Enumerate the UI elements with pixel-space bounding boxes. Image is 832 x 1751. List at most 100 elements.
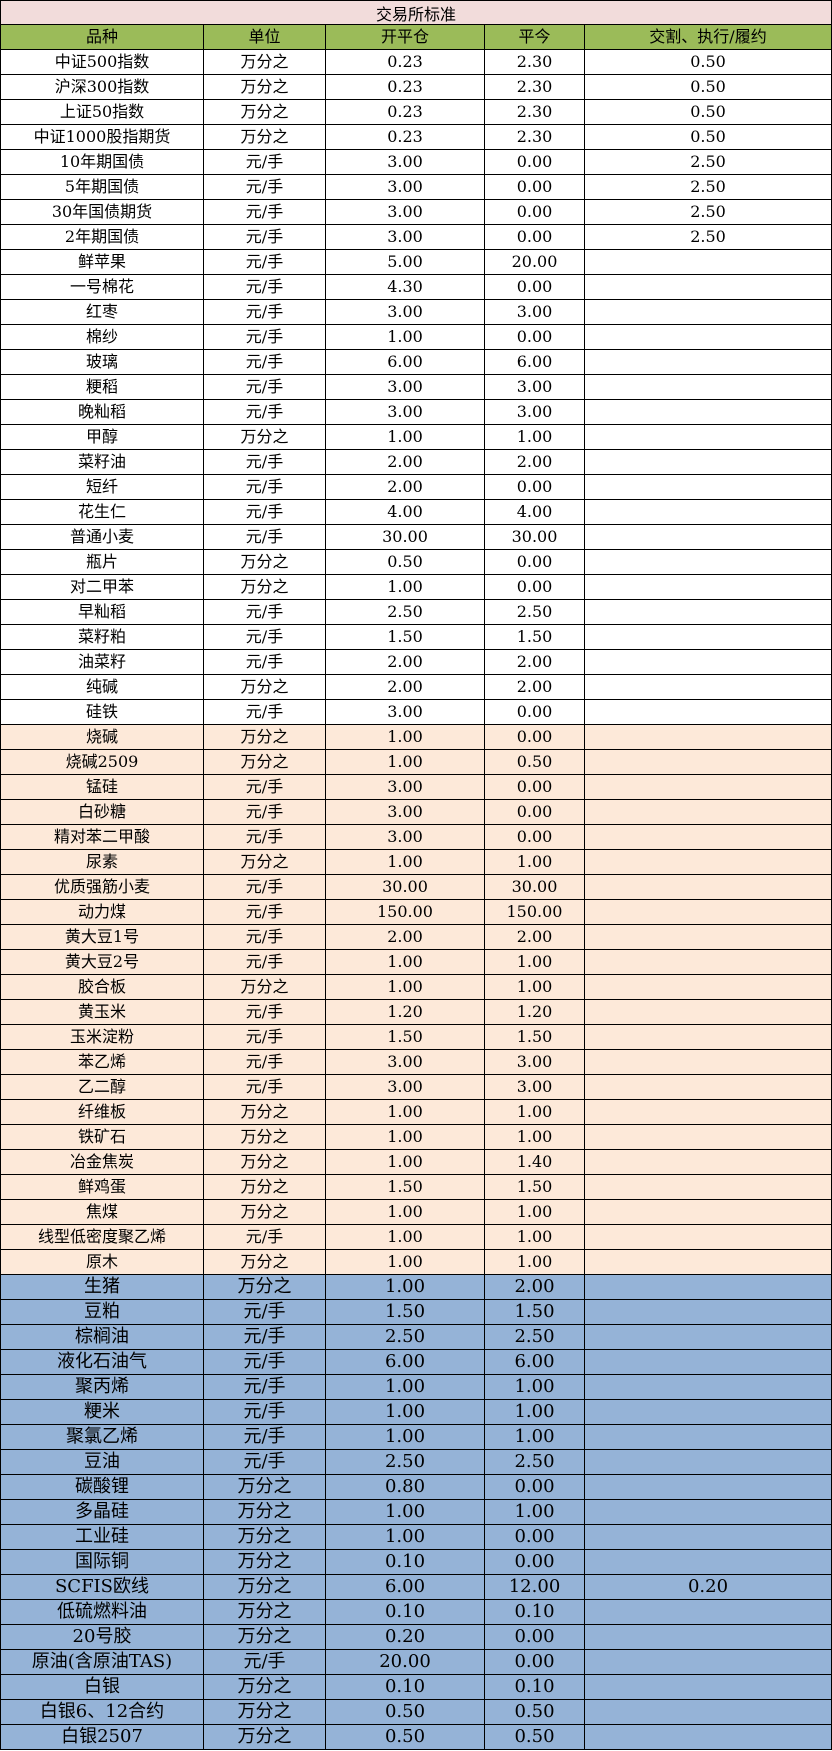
variety-cell: 早籼稻	[1, 600, 204, 624]
unit-cell: 万分之	[204, 75, 326, 99]
variety-cell: 5年期国债	[1, 175, 204, 199]
table-row: 2年期国债 元/手 3.00 0.00 2.50	[1, 225, 832, 250]
close-today-fee-cell: 1.00	[485, 425, 585, 449]
close-today-fee-cell: 2.50	[485, 600, 585, 624]
unit-cell: 万分之	[204, 1550, 326, 1574]
unit-cell: 元/手	[204, 300, 326, 324]
close-today-fee-cell: 1.00	[485, 975, 585, 999]
table-row: 菜籽粕 元/手 1.50 1.50	[1, 625, 832, 650]
table-row: 短纤 元/手 2.00 0.00	[1, 475, 832, 500]
close-today-fee-cell: 1.00	[485, 1200, 585, 1224]
close-today-fee-cell: 1.00	[485, 1425, 585, 1449]
variety-cell: 焦煤	[1, 1200, 204, 1224]
delivery-fee-cell	[585, 700, 832, 724]
unit-cell: 元/手	[204, 1450, 326, 1474]
close-today-fee-cell: 2.50	[485, 1450, 585, 1474]
variety-cell: 沪深300指数	[1, 75, 204, 99]
table-row: 焦煤 万分之 1.00 1.00	[1, 1200, 832, 1225]
delivery-fee-cell	[585, 1050, 832, 1074]
delivery-fee-cell	[585, 425, 832, 449]
table-row: 低硫燃料油 万分之 0.10 0.10	[1, 1600, 832, 1625]
table-row: 粳稻 元/手 3.00 3.00	[1, 375, 832, 400]
open-close-fee-cell: 1.00	[326, 975, 485, 999]
table-row: 液化石油气 元/手 6.00 6.00	[1, 1350, 832, 1375]
delivery-fee-cell	[585, 1325, 832, 1349]
unit-cell: 元/手	[204, 625, 326, 649]
unit-cell: 元/手	[204, 475, 326, 499]
unit-cell: 万分之	[204, 675, 326, 699]
close-today-fee-cell: 0.00	[485, 1475, 585, 1499]
variety-cell: 普通小麦	[1, 525, 204, 549]
variety-cell: 30年国债期货	[1, 200, 204, 224]
delivery-fee-cell	[585, 1600, 832, 1624]
unit-cell: 元/手	[204, 1425, 326, 1449]
variety-cell: 低硫燃料油	[1, 1600, 204, 1624]
delivery-fee-cell	[585, 900, 832, 924]
close-today-fee-cell: 2.50	[485, 1325, 585, 1349]
delivery-fee-cell	[585, 1275, 832, 1299]
open-close-fee-cell: 1.00	[326, 325, 485, 349]
delivery-fee-cell: 0.20	[585, 1575, 832, 1599]
variety-cell: 菜籽粕	[1, 625, 204, 649]
variety-cell: 纯碱	[1, 675, 204, 699]
unit-cell: 万分之	[204, 1100, 326, 1124]
close-today-fee-cell: 0.00	[485, 700, 585, 724]
variety-cell: 纤维板	[1, 1100, 204, 1124]
close-today-fee-cell: 1.50	[485, 625, 585, 649]
delivery-fee-cell	[585, 1300, 832, 1324]
delivery-fee-cell	[585, 1700, 832, 1724]
variety-cell: 冶金焦炭	[1, 1150, 204, 1174]
unit-cell: 万分之	[204, 1725, 326, 1749]
table-row: 10年期国债 元/手 3.00 0.00 2.50	[1, 150, 832, 175]
close-today-fee-cell: 2.30	[485, 75, 585, 99]
unit-cell: 万分之	[204, 1700, 326, 1724]
variety-cell: 花生仁	[1, 500, 204, 524]
variety-cell: 聚丙烯	[1, 1375, 204, 1399]
table-row: 棉纱 元/手 1.00 0.00	[1, 325, 832, 350]
variety-cell: 工业硅	[1, 1525, 204, 1549]
unit-cell: 元/手	[204, 1350, 326, 1374]
variety-cell: 2年期国债	[1, 225, 204, 249]
unit-cell: 元/手	[204, 250, 326, 274]
variety-cell: 中证500指数	[1, 50, 204, 74]
open-close-fee-cell: 0.20	[326, 1625, 485, 1649]
unit-cell: 元/手	[204, 400, 326, 424]
table-row: 花生仁 元/手 4.00 4.00	[1, 500, 832, 525]
variety-cell: 豆油	[1, 1450, 204, 1474]
unit-cell: 元/手	[204, 1400, 326, 1424]
open-close-fee-cell: 1.00	[326, 425, 485, 449]
table-row: 沪深300指数 万分之 0.23 2.30 0.50	[1, 75, 832, 100]
table-row: 菜籽油 元/手 2.00 2.00	[1, 450, 832, 475]
table-row: 对二甲苯 万分之 1.00 0.00	[1, 575, 832, 600]
delivery-fee-cell	[585, 525, 832, 549]
unit-cell: 万分之	[204, 1600, 326, 1624]
delivery-fee-cell: 0.50	[585, 75, 832, 99]
table-row: 一号棉花 元/手 4.30 0.00	[1, 275, 832, 300]
close-today-fee-cell: 12.00	[485, 1575, 585, 1599]
open-close-fee-cell: 1.00	[326, 1150, 485, 1174]
delivery-fee-cell	[585, 1550, 832, 1574]
unit-cell: 元/手	[204, 275, 326, 299]
delivery-fee-cell: 2.50	[585, 175, 832, 199]
unit-cell: 元/手	[204, 1375, 326, 1399]
table-title: 交易所标准	[1, 0, 832, 25]
open-close-fee-cell: 3.00	[326, 800, 485, 824]
open-close-fee-cell: 1.00	[326, 1250, 485, 1274]
open-close-fee-cell: 0.23	[326, 125, 485, 149]
close-today-fee-cell: 1.00	[485, 1400, 585, 1424]
unit-cell: 万分之	[204, 1200, 326, 1224]
variety-cell: 瓶片	[1, 550, 204, 574]
table-row: 20号胶 万分之 0.20 0.00	[1, 1625, 832, 1650]
delivery-fee-cell	[585, 475, 832, 499]
close-today-fee-cell: 1.00	[485, 1125, 585, 1149]
open-close-fee-cell: 3.00	[326, 175, 485, 199]
unit-cell: 万分之	[204, 50, 326, 74]
delivery-fee-cell: 0.50	[585, 125, 832, 149]
open-close-fee-cell: 2.00	[326, 450, 485, 474]
open-close-fee-cell: 0.50	[326, 550, 485, 574]
variety-cell: 乙二醇	[1, 1075, 204, 1099]
header-variety: 品种	[1, 25, 204, 49]
table-row: 玻璃 元/手 6.00 6.00	[1, 350, 832, 375]
unit-cell: 元/手	[204, 1300, 326, 1324]
